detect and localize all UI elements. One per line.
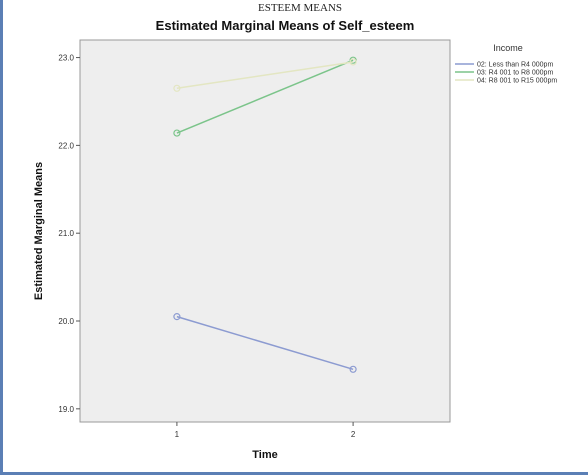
- series-line: [176, 315, 354, 371]
- chart-title: Estimated Marginal Means of Self_esteem: [156, 18, 415, 33]
- series-line: [176, 59, 354, 134]
- series-layer: [173, 56, 357, 373]
- top-caption: ESTEEM MEANS: [258, 2, 342, 14]
- data-point: [173, 129, 181, 137]
- plot-area: [79, 39, 451, 423]
- data-point: [349, 58, 357, 66]
- legend-title: Income: [493, 43, 523, 53]
- x-tick-label: 2: [351, 430, 356, 439]
- x-tick-label: 1: [175, 430, 180, 439]
- y-tick-label: 20.0: [58, 317, 74, 326]
- y-axis-label: Estimated Marginal Means: [33, 162, 45, 300]
- data-point: [349, 365, 357, 373]
- series-line: [176, 61, 354, 90]
- x-axis-label: Time: [252, 449, 277, 461]
- y-tick-label: 19.0: [58, 405, 74, 414]
- legend-item: 04: R8 001 to R15 000pm: [477, 78, 557, 85]
- legend-item: 03: R4 001 to R8 000pm: [477, 70, 553, 77]
- legend-item: 02: Less than R4 000pm: [477, 62, 553, 69]
- y-tick-label: 21.0: [58, 229, 74, 238]
- y-axis: 19.0 20.0 21.0 22.0 23.0: [58, 54, 80, 414]
- y-tick-label: 22.0: [58, 141, 74, 150]
- data-point: [173, 313, 181, 321]
- y-tick-label: 23.0: [58, 54, 74, 63]
- data-point: [173, 84, 181, 92]
